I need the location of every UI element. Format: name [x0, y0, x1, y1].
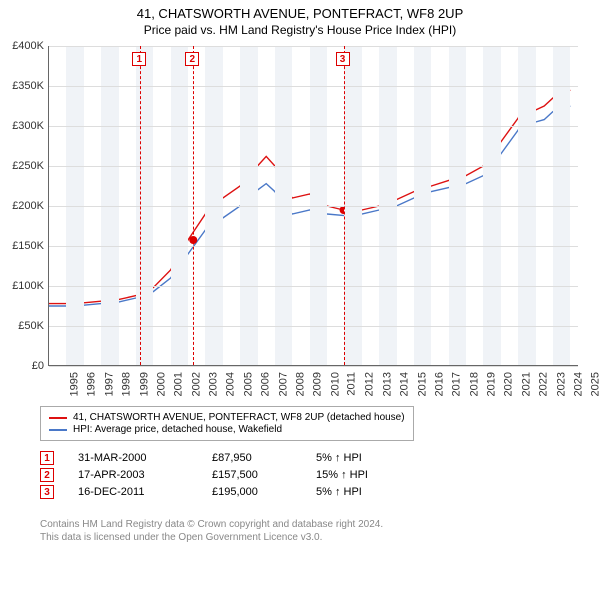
y-axis-labels: £0£50K£100K£150K£200K£250K£300K£350K£400… — [0, 46, 48, 366]
y-tick-label: £0 — [32, 360, 44, 372]
chart-container: 41, CHATSWORTH AVENUE, PONTEFRACT, WF8 2… — [0, 0, 600, 590]
x-tick-label: 2023 — [555, 372, 567, 396]
y-tick-label: £200K — [12, 200, 44, 212]
x-tick-label: 2000 — [155, 372, 167, 396]
legend-label: 41, CHATSWORTH AVENUE, PONTEFRACT, WF8 2… — [73, 412, 405, 423]
attribution-line1: Contains HM Land Registry data © Crown c… — [40, 518, 383, 531]
x-tick-label: 2024 — [572, 372, 584, 396]
x-tick-label: 2017 — [451, 372, 463, 396]
transaction-row: 3 16-DEC-2011 £195,000 5% ↑ HPI — [40, 485, 368, 499]
y-tick-label: £400K — [12, 40, 44, 52]
x-tick-label: 2015 — [416, 372, 428, 396]
x-tick-label: 2002 — [190, 372, 202, 396]
transaction-row: 1 31-MAR-2000 £87,950 5% ↑ HPI — [40, 451, 368, 465]
x-tick-label: 1995 — [68, 372, 80, 396]
legend-swatch — [49, 417, 67, 419]
transaction-price: £87,950 — [212, 452, 292, 464]
y-tick-label: £250K — [12, 160, 44, 172]
marker-box: 2 — [185, 52, 199, 66]
transaction-delta: 5% ↑ HPI — [316, 486, 362, 498]
x-tick-label: 2008 — [294, 372, 306, 396]
attribution: Contains HM Land Registry data © Crown c… — [40, 518, 383, 544]
legend-swatch — [49, 429, 67, 431]
legend: 41, CHATSWORTH AVENUE, PONTEFRACT, WF8 2… — [40, 406, 414, 441]
x-tick-label: 2013 — [381, 372, 393, 396]
x-tick-label: 2007 — [277, 372, 289, 396]
transaction-marker: 1 — [40, 451, 54, 465]
x-tick-label: 2014 — [399, 372, 411, 396]
x-tick-label: 2025 — [590, 372, 600, 396]
transaction-marker: 3 — [40, 485, 54, 499]
y-tick-label: £350K — [12, 80, 44, 92]
x-tick-label: 2009 — [312, 372, 324, 396]
legend-row: HPI: Average price, detached house, Wake… — [49, 424, 405, 435]
transaction-date: 16-DEC-2011 — [78, 486, 188, 498]
plot-area — [48, 46, 578, 366]
x-tick-label: 1996 — [86, 372, 98, 396]
x-tick-label: 2018 — [468, 372, 480, 396]
attribution-line2: This data is licensed under the Open Gov… — [40, 531, 383, 544]
x-tick-label: 1997 — [103, 372, 115, 396]
x-tick-label: 1998 — [121, 372, 133, 396]
legend-label: HPI: Average price, detached house, Wake… — [73, 424, 282, 435]
transaction-date: 31-MAR-2000 — [78, 452, 188, 464]
x-tick-label: 2004 — [225, 372, 237, 396]
transaction-price: £157,500 — [212, 469, 292, 481]
marker-box: 1 — [132, 52, 146, 66]
y-tick-label: £150K — [12, 240, 44, 252]
x-tick-label: 2006 — [260, 372, 272, 396]
x-tick-label: 2019 — [486, 372, 498, 396]
x-tick-label: 1999 — [138, 372, 150, 396]
x-tick-label: 2016 — [433, 372, 445, 396]
transaction-date: 17-APR-2003 — [78, 469, 188, 481]
transaction-price: £195,000 — [212, 486, 292, 498]
x-tick-label: 2010 — [329, 372, 341, 396]
legend-row: 41, CHATSWORTH AVENUE, PONTEFRACT, WF8 2… — [49, 412, 405, 423]
x-tick-label: 2003 — [208, 372, 220, 396]
transactions-table: 1 31-MAR-2000 £87,950 5% ↑ HPI 2 17-APR-2003 £… — [40, 448, 368, 502]
chart-title: 41, CHATSWORTH AVENUE, PONTEFRACT, WF8 2… — [0, 6, 600, 21]
transaction-marker: 2 — [40, 468, 54, 482]
x-tick-label: 2021 — [520, 372, 532, 396]
x-tick-label: 2022 — [538, 372, 550, 396]
x-tick-label: 2020 — [503, 372, 515, 396]
x-tick-label: 2001 — [173, 372, 185, 396]
y-tick-label: £100K — [12, 280, 44, 292]
x-tick-label: 2005 — [242, 372, 254, 396]
transaction-delta: 5% ↑ HPI — [316, 452, 362, 464]
chart-subtitle: Price paid vs. HM Land Registry's House … — [0, 23, 600, 37]
x-tick-label: 2011 — [346, 372, 358, 396]
transaction-delta: 15% ↑ HPI — [316, 469, 368, 481]
transaction-row: 2 17-APR-2003 £157,500 15% ↑ HPI — [40, 468, 368, 482]
marker-box: 3 — [336, 52, 350, 66]
y-tick-label: £50K — [18, 320, 44, 332]
x-tick-label: 2012 — [364, 372, 376, 396]
y-tick-label: £300K — [12, 120, 44, 132]
